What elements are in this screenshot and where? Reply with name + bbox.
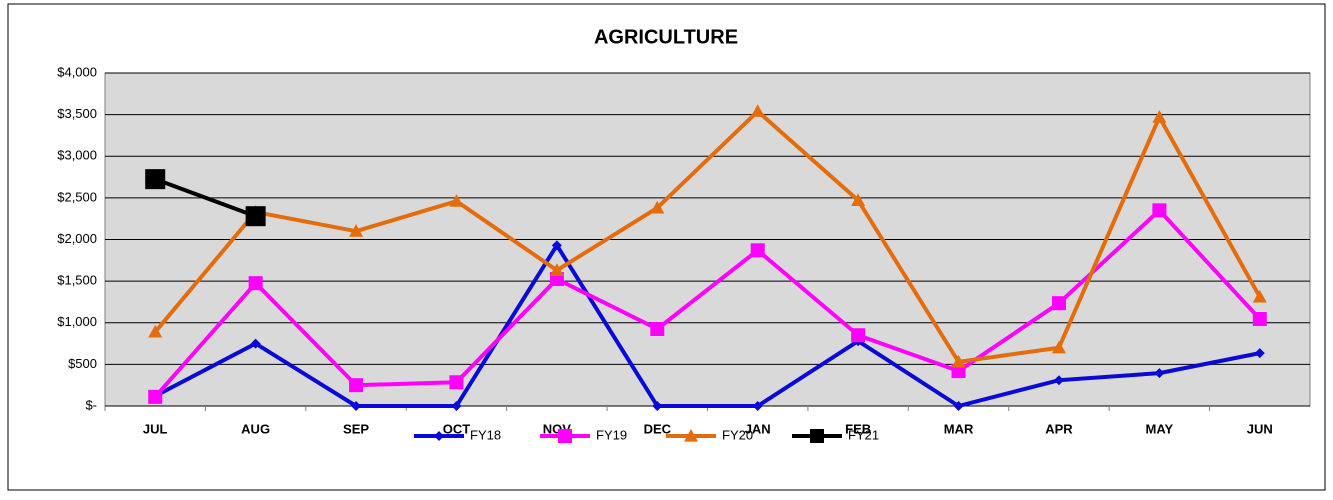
marker [1152, 203, 1167, 218]
marker [951, 354, 966, 368]
marker [951, 364, 966, 379]
legend-marker [434, 431, 444, 441]
x-tick-label: AUG [241, 421, 270, 436]
legend-label: FY21 [848, 427, 879, 442]
x-tick-label: DEC [644, 421, 672, 436]
marker [248, 276, 263, 291]
series-line [153, 208, 1262, 399]
marker [451, 401, 462, 411]
marker [148, 324, 163, 338]
legend-label: FY18 [470, 427, 501, 442]
marker [145, 169, 166, 190]
series-line [153, 109, 1262, 364]
legend-marker [810, 429, 824, 443]
marker [1152, 110, 1167, 123]
y-tick-label: $3,500 [57, 106, 97, 121]
series-line [154, 177, 257, 219]
marker [652, 401, 663, 411]
legend-marker [684, 429, 698, 442]
x-tick-label: MAY [1146, 421, 1174, 436]
x-tick-label: FEB [845, 421, 871, 436]
marker [349, 224, 364, 237]
marker [351, 401, 362, 411]
legend-label: FY19 [596, 427, 627, 442]
marker [250, 338, 261, 349]
marker [1154, 368, 1165, 379]
x-tick-label: OCT [443, 421, 471, 436]
marker [245, 206, 266, 227]
x-tick-label: APR [1045, 421, 1073, 436]
series-line [154, 243, 1261, 408]
y-tick-label: $2,500 [57, 189, 97, 204]
x-tick-label: MAR [944, 421, 974, 436]
marker [750, 104, 765, 117]
x-tick-label: SEP [343, 421, 369, 436]
y-tick-label: $500 [68, 356, 97, 371]
marker [449, 194, 464, 207]
marker [1252, 289, 1267, 303]
x-tick-label: JAN [745, 421, 771, 436]
marker [449, 375, 464, 390]
marker [1252, 312, 1267, 327]
x-tick-label: JUN [1247, 421, 1273, 436]
marker [851, 328, 866, 343]
marker [1051, 340, 1066, 354]
marker [349, 378, 364, 393]
marker [650, 200, 665, 214]
x-tick-label: JUL [143, 421, 168, 436]
marker [953, 401, 964, 411]
marker [551, 240, 562, 251]
legend-label: FY20 [722, 427, 753, 442]
y-tick-label: $3,000 [57, 148, 97, 163]
y-tick-label: $2,000 [57, 231, 97, 246]
marker [1051, 296, 1066, 311]
marker [1254, 348, 1265, 359]
chart-title: AGRICULTURE [594, 26, 738, 48]
marker [851, 193, 866, 206]
marker [650, 321, 665, 336]
marker [1053, 375, 1064, 386]
marker [148, 389, 163, 404]
marker [752, 401, 763, 411]
y-tick-label: $4,000 [57, 64, 97, 79]
legend-marker [558, 429, 572, 443]
y-tick-label: $1,000 [57, 314, 97, 329]
y-tick-label: $1,500 [57, 273, 97, 288]
y-tick-label: $- [85, 397, 97, 412]
marker [549, 263, 564, 276]
marker [750, 243, 765, 258]
